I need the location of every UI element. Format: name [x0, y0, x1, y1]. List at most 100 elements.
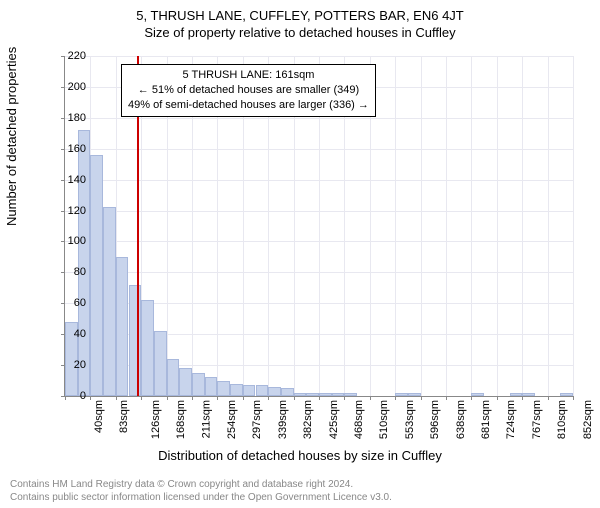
annotation-line: ← 51% of detached houses are smaller (34…	[128, 83, 369, 98]
annotation-line: 5 THRUSH LANE: 161sqm	[128, 68, 369, 83]
xtick-mark	[421, 396, 422, 400]
xtick-label: 767sqm	[531, 400, 543, 439]
histogram-bar	[319, 393, 332, 396]
histogram-bar	[192, 373, 205, 396]
xtick-label: 382sqm	[302, 400, 314, 439]
histogram-bar	[230, 384, 243, 396]
footer-line-2: Contains public sector information licen…	[10, 491, 392, 504]
xtick-label: 468sqm	[353, 400, 365, 439]
plot-region: 5 THRUSH LANE: 161sqm← 51% of detached h…	[64, 56, 573, 397]
annotation-box: 5 THRUSH LANE: 161sqm← 51% of detached h…	[121, 64, 376, 117]
ytick-label: 0	[46, 390, 86, 402]
histogram-bar	[167, 359, 180, 396]
xtick-label: 339sqm	[277, 400, 289, 439]
ytick-label: 160	[46, 143, 86, 155]
histogram-bar	[344, 393, 357, 396]
histogram-bar	[116, 257, 129, 396]
xtick-mark	[395, 396, 396, 400]
ytick-label: 80	[46, 266, 86, 278]
histogram-bar	[510, 393, 523, 396]
histogram-bar	[141, 300, 154, 396]
gridline-v	[497, 56, 498, 396]
ytick-label: 120	[46, 205, 86, 217]
gridline-v	[573, 56, 574, 396]
xtick-mark	[116, 396, 117, 400]
histogram-bar	[103, 207, 116, 396]
histogram-bar	[217, 381, 230, 396]
xtick-mark	[268, 396, 269, 400]
xtick-label: 425sqm	[328, 400, 340, 439]
xtick-label: 126sqm	[150, 400, 162, 439]
xtick-mark	[446, 396, 447, 400]
xtick-label: 724sqm	[506, 400, 518, 439]
xtick-mark	[344, 396, 345, 400]
ytick-label: 140	[46, 174, 86, 186]
xtick-mark	[167, 396, 168, 400]
histogram-bar	[90, 155, 103, 396]
xtick-mark	[243, 396, 244, 400]
xtick-mark	[294, 396, 295, 400]
ytick-label: 60	[46, 297, 86, 309]
histogram-bar	[294, 393, 307, 396]
xtick-mark	[192, 396, 193, 400]
histogram-bar	[306, 393, 319, 396]
histogram-bar	[129, 285, 142, 396]
chart-area: 5 THRUSH LANE: 161sqm← 51% of detached h…	[64, 56, 572, 396]
histogram-bar	[78, 130, 91, 396]
xtick-mark	[217, 396, 218, 400]
y-axis-label: Number of detached properties	[4, 47, 19, 226]
xtick-label: 852sqm	[582, 400, 594, 439]
histogram-bar	[471, 393, 484, 396]
xtick-label: 681sqm	[480, 400, 492, 439]
xtick-label: 211sqm	[200, 400, 212, 438]
xtick-label: 297sqm	[252, 400, 264, 439]
gridline-v	[395, 56, 396, 396]
gridline-v	[548, 56, 549, 396]
gridline-v	[471, 56, 472, 396]
histogram-bar	[154, 331, 167, 396]
histogram-bar	[332, 393, 345, 396]
ytick-label: 200	[46, 81, 86, 93]
xtick-mark	[548, 396, 549, 400]
ytick-label: 180	[46, 112, 86, 124]
gridline-v	[446, 56, 447, 396]
xtick-label: 254sqm	[226, 400, 238, 439]
xtick-mark	[497, 396, 498, 400]
annotation-line: 49% of semi-detached houses are larger (…	[128, 98, 369, 113]
histogram-bar	[281, 388, 294, 396]
histogram-bar	[179, 368, 192, 396]
ytick-label: 220	[46, 50, 86, 62]
histogram-bar	[205, 377, 218, 396]
chart-container: 5, THRUSH LANE, CUFFLEY, POTTERS BAR, EN…	[0, 8, 600, 508]
xtick-mark	[573, 396, 574, 400]
histogram-bar	[395, 393, 408, 396]
xtick-label: 810sqm	[556, 400, 568, 439]
footer-line-1: Contains HM Land Registry data © Crown c…	[10, 478, 392, 491]
ytick-label: 20	[46, 359, 86, 371]
histogram-bar	[268, 387, 281, 396]
gridline-v	[421, 56, 422, 396]
ytick-label: 100	[46, 235, 86, 247]
histogram-bar	[256, 385, 269, 396]
xtick-label: 553sqm	[404, 400, 416, 439]
xtick-label: 83sqm	[118, 400, 130, 433]
xtick-label: 596sqm	[429, 400, 441, 439]
xtick-label: 510sqm	[379, 400, 391, 439]
chart-subtitle: Size of property relative to detached ho…	[0, 25, 600, 40]
histogram-bar	[408, 393, 421, 396]
xtick-mark	[319, 396, 320, 400]
xtick-mark	[141, 396, 142, 400]
xtick-label: 638sqm	[455, 400, 467, 439]
xtick-mark	[90, 396, 91, 400]
histogram-bar	[243, 385, 256, 396]
footer-attribution: Contains HM Land Registry data © Crown c…	[10, 478, 392, 504]
xtick-label: 168sqm	[175, 400, 187, 439]
xtick-mark	[370, 396, 371, 400]
xtick-mark	[522, 396, 523, 400]
histogram-bar	[560, 393, 573, 396]
xtick-label: 40sqm	[93, 400, 105, 433]
chart-title: 5, THRUSH LANE, CUFFLEY, POTTERS BAR, EN…	[0, 8, 600, 23]
histogram-bar	[522, 393, 535, 396]
x-axis-label: Distribution of detached houses by size …	[0, 448, 600, 463]
xtick-mark	[471, 396, 472, 400]
